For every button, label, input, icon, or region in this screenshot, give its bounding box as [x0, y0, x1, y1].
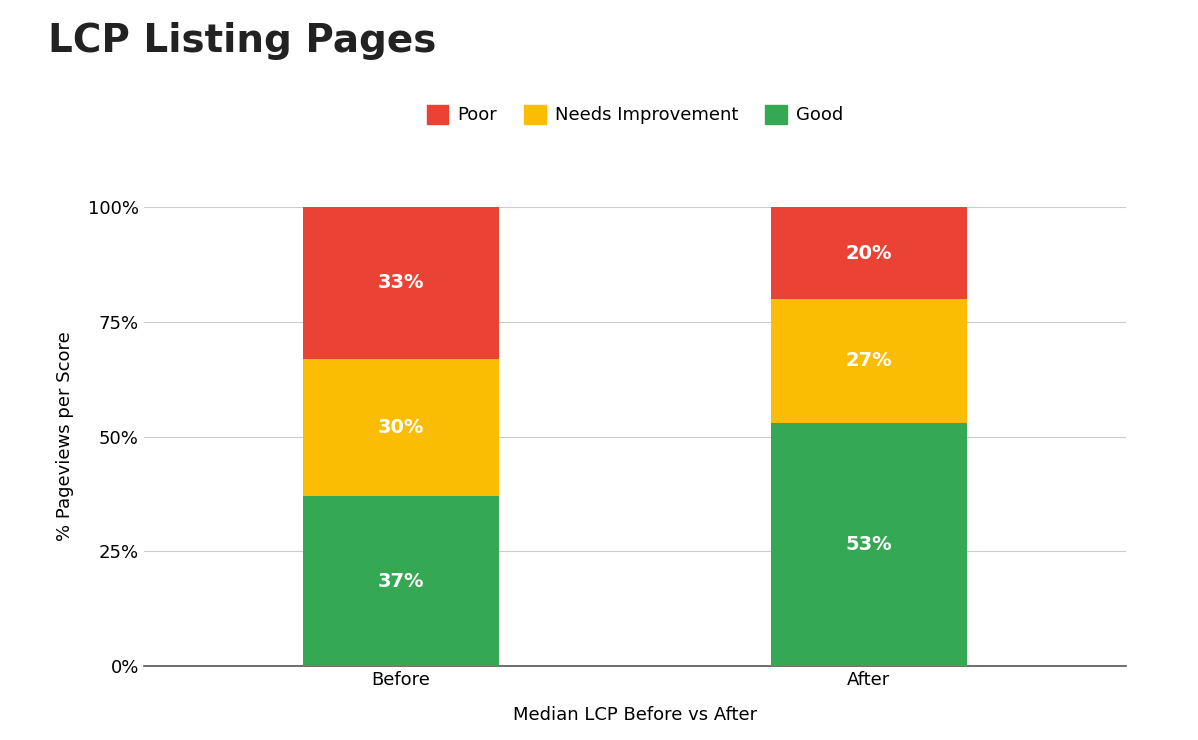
- Text: 27%: 27%: [846, 352, 893, 371]
- Text: 33%: 33%: [377, 273, 424, 292]
- Text: LCP Listing Pages: LCP Listing Pages: [48, 22, 436, 60]
- Bar: [770, 423, 967, 666]
- Text: 30%: 30%: [377, 418, 424, 437]
- Bar: [303, 359, 500, 497]
- Text: 37%: 37%: [377, 571, 424, 591]
- Bar: [303, 207, 500, 359]
- Text: 53%: 53%: [846, 535, 893, 554]
- Y-axis label: % Pageviews per Score: % Pageviews per Score: [56, 332, 74, 542]
- Bar: [770, 207, 967, 299]
- Bar: [770, 299, 967, 423]
- Text: 20%: 20%: [846, 243, 893, 263]
- X-axis label: Median LCP Before vs After: Median LCP Before vs After: [513, 705, 757, 724]
- Bar: [303, 497, 500, 666]
- Legend: Poor, Needs Improvement, Good: Poor, Needs Improvement, Good: [419, 98, 851, 132]
